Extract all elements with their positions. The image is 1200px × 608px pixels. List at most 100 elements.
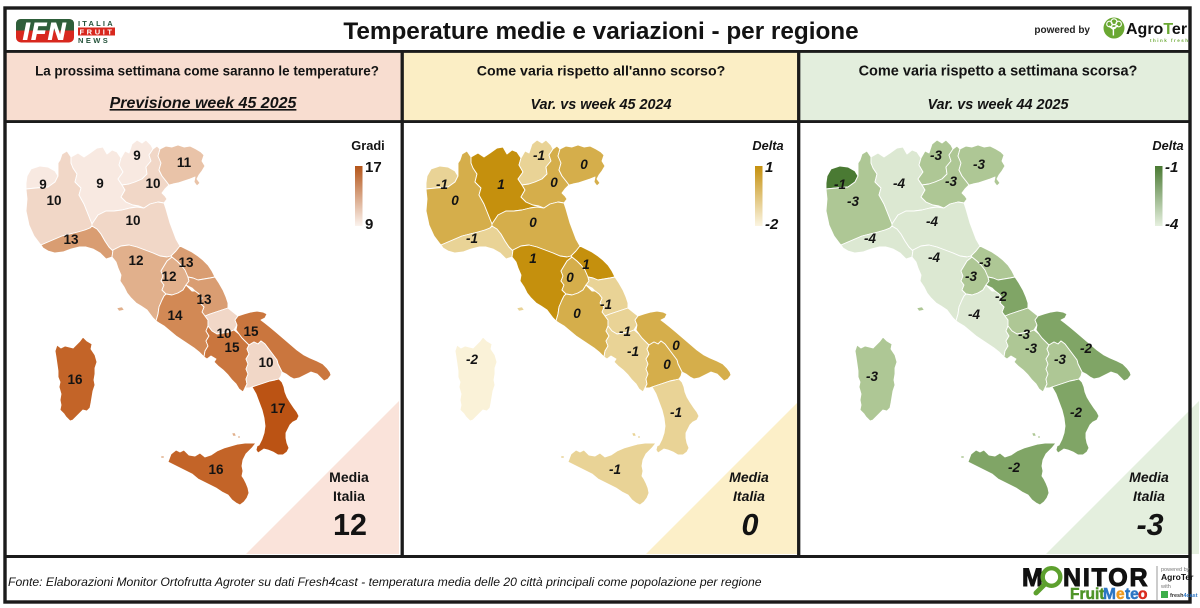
svg-text:-4: -4 — [864, 231, 876, 246]
svg-text:15: 15 — [224, 340, 240, 355]
svg-text:M: M — [1103, 586, 1116, 603]
svg-text:Come varia rispetto all'anno s: Come varia rispetto all'anno scorso? — [477, 64, 726, 80]
svg-text:-2: -2 — [1070, 405, 1082, 420]
svg-text:-3: -3 — [1136, 508, 1163, 542]
svg-text:NITOR: NITOR — [1063, 564, 1149, 592]
svg-text:Media: Media — [1129, 469, 1169, 485]
svg-text:0: 0 — [529, 215, 537, 230]
svg-text:-3: -3 — [1018, 327, 1030, 342]
svg-text:-4: -4 — [926, 214, 938, 229]
svg-text:-4: -4 — [968, 307, 980, 322]
svg-text:Gradi: Gradi — [351, 138, 384, 153]
svg-text:-3: -3 — [979, 255, 991, 270]
svg-text:with: with — [1160, 584, 1171, 590]
svg-text:-1: -1 — [627, 344, 639, 359]
svg-text:powered by: powered by — [1034, 25, 1090, 36]
svg-text:AgroTer: AgroTer — [1161, 572, 1194, 582]
svg-text:Var. vs week 45 2024: Var. vs week 45 2024 — [530, 97, 671, 113]
svg-text:17: 17 — [365, 159, 382, 176]
svg-text:Media: Media — [329, 469, 369, 485]
svg-text:0: 0 — [742, 508, 759, 542]
svg-text:te: te — [1125, 586, 1139, 603]
svg-text:0: 0 — [663, 357, 671, 372]
svg-text:16: 16 — [208, 462, 224, 477]
svg-text:-2: -2 — [1008, 460, 1020, 475]
svg-text:10: 10 — [258, 355, 273, 370]
svg-text:0: 0 — [573, 306, 581, 321]
svg-text:1: 1 — [582, 257, 590, 272]
svg-text:13: 13 — [196, 292, 212, 307]
svg-text:9: 9 — [96, 176, 104, 191]
svg-text:0: 0 — [580, 157, 588, 172]
svg-text:15: 15 — [243, 324, 259, 339]
svg-text:-4: -4 — [1165, 216, 1179, 233]
svg-text:NEWS: NEWS — [78, 36, 110, 45]
svg-text:fresh4cast: fresh4cast — [1170, 593, 1198, 599]
svg-text:Media: Media — [729, 469, 769, 485]
svg-text:-2: -2 — [765, 216, 779, 233]
svg-text:10: 10 — [216, 326, 231, 341]
svg-text:-2: -2 — [1080, 341, 1092, 356]
svg-text:9: 9 — [39, 177, 47, 192]
svg-text:-3: -3 — [1054, 352, 1066, 367]
svg-text:Come varia rispetto a settiman: Come varia rispetto a settimana scorsa? — [859, 64, 1138, 80]
svg-text:-1: -1 — [834, 177, 846, 192]
svg-text:Temperature medie e variazioni: Temperature medie e variazioni - per reg… — [343, 18, 858, 45]
svg-text:12: 12 — [161, 269, 176, 284]
svg-text:-1: -1 — [609, 462, 621, 477]
svg-text:Fruit: Fruit — [1070, 586, 1104, 603]
svg-text:Italia: Italia — [1133, 488, 1165, 504]
svg-text:-2: -2 — [995, 289, 1007, 304]
svg-text:9: 9 — [133, 148, 141, 163]
svg-text:0: 0 — [672, 338, 680, 353]
svg-text:14: 14 — [167, 308, 183, 323]
svg-text:FRUIT: FRUIT — [80, 28, 115, 37]
svg-text:AgroTer: AgroTer — [1126, 21, 1187, 38]
svg-text:-1: -1 — [533, 148, 545, 163]
svg-text:ITALIA: ITALIA — [78, 19, 115, 28]
svg-text:0: 0 — [451, 193, 459, 208]
svg-text:Delta: Delta — [1152, 138, 1183, 153]
svg-text:1: 1 — [497, 177, 505, 192]
svg-text:-4: -4 — [893, 176, 905, 191]
svg-text:17: 17 — [270, 401, 285, 416]
svg-text:Delta: Delta — [752, 138, 783, 153]
svg-text:-4: -4 — [928, 250, 940, 265]
svg-text:0: 0 — [566, 270, 574, 285]
svg-text:-1: -1 — [619, 324, 631, 339]
svg-text:o: o — [1138, 586, 1147, 603]
svg-text:-3: -3 — [945, 174, 957, 189]
svg-text:M: M — [1022, 564, 1043, 592]
svg-text:-3: -3 — [930, 148, 942, 163]
svg-text:Fonte: Elaborazioni Monitor Or: Fonte: Elaborazioni Monitor Ortofrutta A… — [8, 575, 762, 589]
svg-text:16: 16 — [67, 372, 83, 387]
svg-text:13: 13 — [63, 232, 79, 247]
svg-text:10: 10 — [145, 176, 160, 191]
svg-text:think fresh: think fresh — [1150, 38, 1190, 43]
svg-text:Previsione week 45 2025: Previsione week 45 2025 — [110, 95, 298, 112]
svg-text:-2: -2 — [466, 352, 478, 367]
svg-text:-1: -1 — [670, 405, 682, 420]
svg-text:IFN: IFN — [23, 19, 67, 46]
svg-text:-1: -1 — [436, 177, 448, 192]
svg-text:Italia: Italia — [733, 488, 765, 504]
svg-text:9: 9 — [365, 216, 373, 233]
svg-text:e: e — [1116, 586, 1125, 603]
svg-text:12: 12 — [128, 253, 143, 268]
svg-text:La prossima settimana come sar: La prossima settimana come saranno le te… — [35, 64, 379, 79]
svg-text:Var. vs week 44 2025: Var. vs week 44 2025 — [927, 97, 1069, 113]
svg-text:-3: -3 — [973, 157, 985, 172]
svg-text:12: 12 — [333, 508, 367, 542]
svg-text:powered by: powered by — [1161, 567, 1190, 573]
svg-text:11: 11 — [177, 155, 192, 170]
svg-text:13: 13 — [178, 255, 194, 270]
svg-text:0: 0 — [550, 175, 558, 190]
svg-text:-1: -1 — [1165, 159, 1178, 176]
svg-text:-3: -3 — [965, 269, 977, 284]
svg-text:10: 10 — [125, 213, 140, 228]
svg-text:-1: -1 — [600, 297, 612, 312]
svg-text:-3: -3 — [847, 194, 859, 209]
svg-text:-3: -3 — [1025, 341, 1037, 356]
svg-text:1: 1 — [765, 159, 773, 176]
svg-text:10: 10 — [46, 193, 61, 208]
